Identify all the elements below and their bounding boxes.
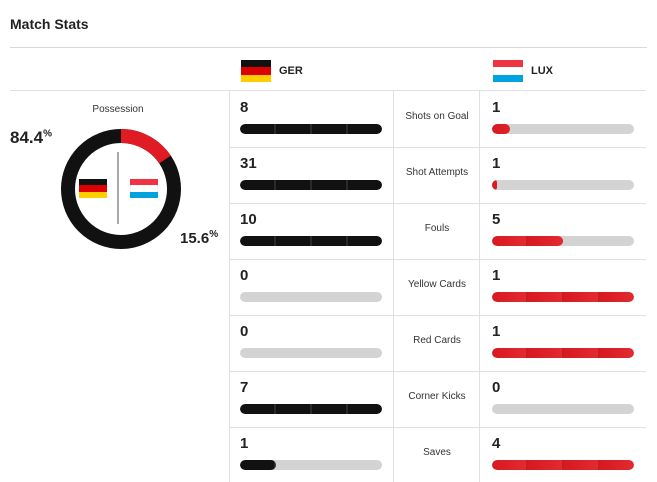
stat-home-bar (240, 292, 382, 302)
germany-flag-icon (79, 179, 107, 198)
row-divider (230, 259, 646, 260)
stat-row: 1 Saves 4 (230, 427, 646, 482)
stat-away-bar-fill (492, 348, 634, 358)
stat-away-value: 5 (492, 211, 501, 228)
stat-label: Shot Attempts (405, 167, 469, 178)
stat-away-bar-fill (492, 292, 634, 302)
stat-label: Fouls (424, 223, 450, 234)
possession-away-value: 15.6% (180, 229, 219, 247)
team-abbr-away: LUX (531, 65, 553, 77)
team-header-away: LUX (493, 60, 553, 82)
stat-home-value: 8 (240, 99, 249, 116)
stat-away-bar-fill (492, 460, 634, 470)
stat-home-value: 1 (240, 435, 249, 452)
stat-home-bar (240, 404, 382, 414)
stat-home-bar (240, 124, 382, 134)
possession-ring-away (120, 129, 171, 164)
stat-home-value: 7 (240, 379, 249, 396)
stat-home-value: 0 (240, 267, 249, 284)
stat-away-value: 4 (492, 435, 501, 452)
stat-away-bar (492, 348, 634, 358)
stat-label: Corner Kicks (408, 391, 466, 402)
stat-home-value: 0 (240, 323, 249, 340)
stat-row: 8 Shots on Goal 1 (230, 91, 646, 147)
stat-away-bar (492, 404, 634, 414)
stat-home-value: 31 (240, 155, 257, 172)
stat-away-bar (492, 236, 634, 246)
stat-row: 0 Yellow Cards 1 (230, 259, 646, 315)
stat-home-bar-fill (240, 180, 382, 190)
stat-home-bar (240, 236, 382, 246)
stat-label: Shots on Goal (405, 111, 469, 122)
column-divider (229, 90, 230, 482)
row-divider (230, 427, 646, 428)
row-divider (230, 147, 646, 148)
stat-home-bar (240, 348, 382, 358)
stat-label: Yellow Cards (408, 279, 466, 290)
team-header-home: GER (241, 60, 303, 82)
germany-flag-icon (241, 60, 271, 82)
stat-home-bar-fill (240, 236, 382, 246)
stat-row: 0 Red Cards 1 (230, 315, 646, 371)
stat-away-value: 0 (492, 379, 501, 396)
luxembourg-flag-icon (493, 60, 523, 82)
team-abbr-home: GER (279, 65, 303, 77)
stat-away-bar (492, 460, 634, 470)
row-divider (230, 315, 646, 316)
stat-row: 10 Fouls 5 (230, 203, 646, 259)
possession-home-value: 84.4% (10, 128, 52, 147)
label-column-divider (479, 90, 480, 482)
stat-home-value: 10 (240, 211, 257, 228)
stat-away-value: 1 (492, 155, 501, 172)
stat-home-bar-fill (240, 124, 382, 134)
stat-away-value: 1 (492, 323, 501, 340)
label-column-divider (393, 90, 394, 482)
row-divider (230, 371, 646, 372)
stat-away-value: 1 (492, 99, 501, 116)
stat-home-bar-fill (240, 460, 276, 470)
stat-away-value: 1 (492, 267, 501, 284)
stat-label: Saves (423, 447, 451, 458)
stat-away-bar-fill (492, 124, 510, 134)
stat-label: Red Cards (413, 335, 461, 346)
possession-donut-chart (61, 129, 181, 249)
stat-row: 7 Corner Kicks 0 (230, 371, 646, 427)
header-divider (10, 90, 646, 91)
row-divider (230, 203, 646, 204)
stat-home-bar-fill (240, 404, 382, 414)
luxembourg-flag-icon (130, 179, 158, 198)
stat-away-bar (492, 292, 634, 302)
section-title: Match Stats (10, 16, 89, 32)
stat-away-bar (492, 180, 634, 190)
title-divider (10, 47, 647, 48)
stat-away-bar-fill (492, 236, 563, 246)
stat-away-bar-fill (492, 180, 497, 190)
stat-row: 31 Shot Attempts 1 (230, 147, 646, 203)
stat-home-bar (240, 460, 382, 470)
stat-away-bar (492, 124, 634, 134)
stat-home-bar (240, 180, 382, 190)
possession-label: Possession (92, 104, 144, 115)
